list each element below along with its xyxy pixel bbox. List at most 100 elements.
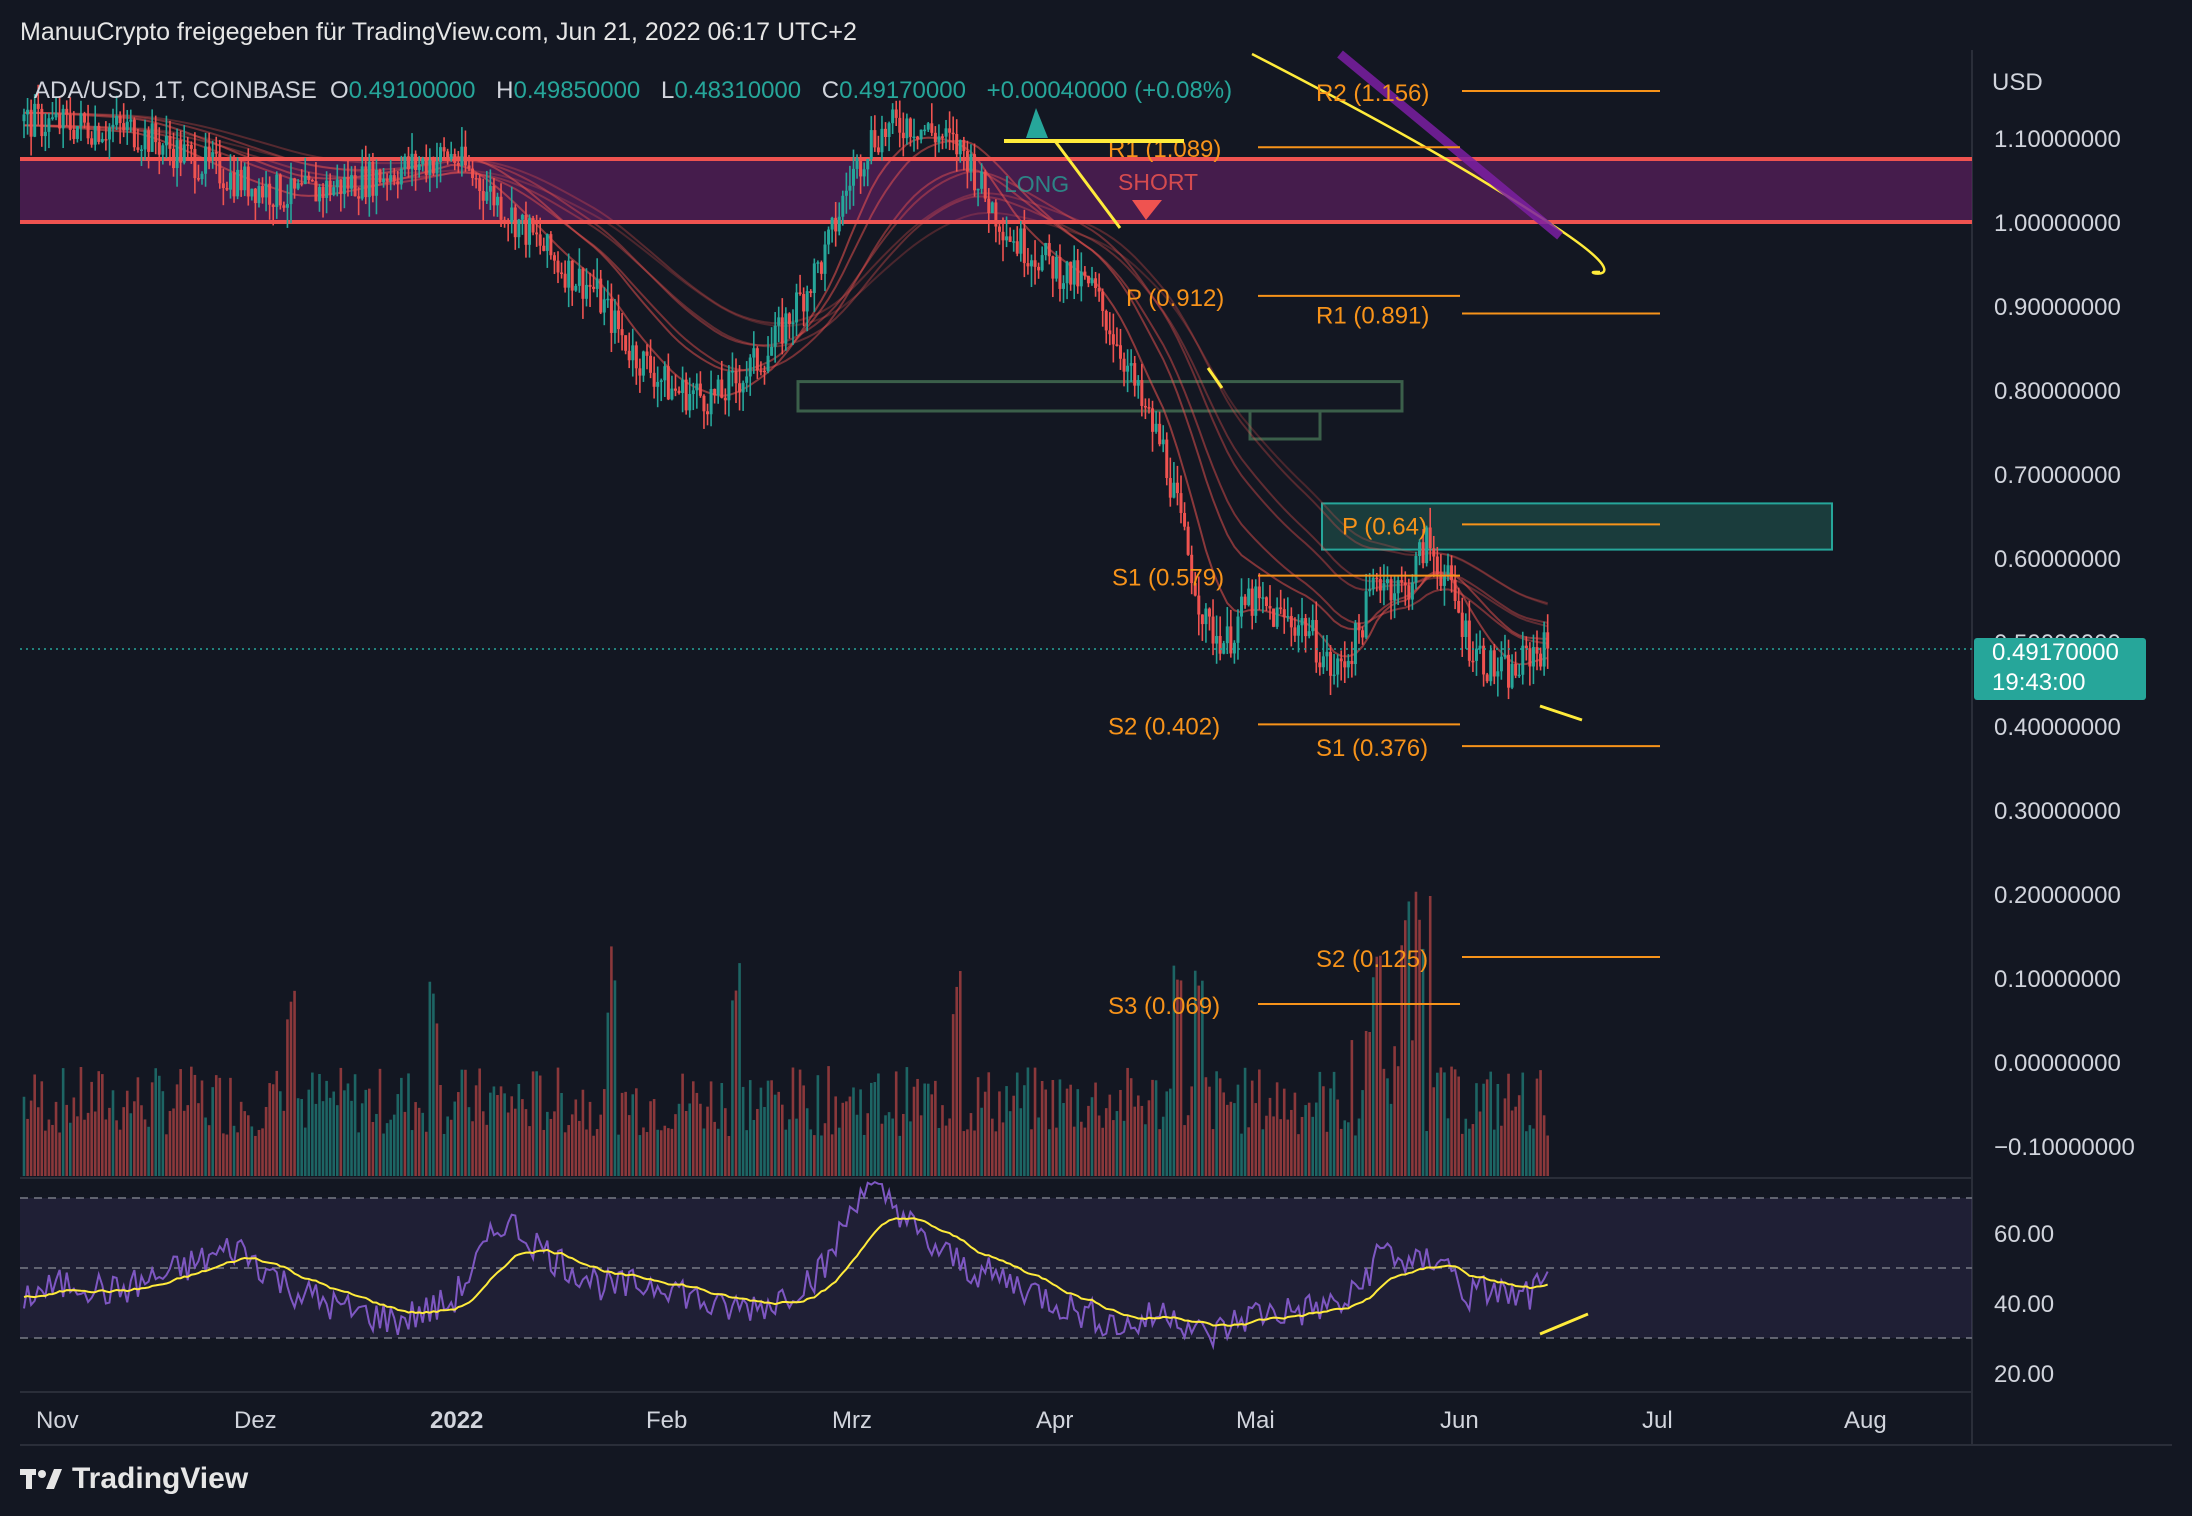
tradingview-wordmark: TradingView	[72, 1462, 249, 1495]
volume-bar	[1347, 1122, 1350, 1176]
candle-body	[955, 134, 959, 155]
candle-body	[382, 178, 386, 183]
candle-body	[542, 245, 546, 251]
candle-body	[1275, 607, 1279, 627]
volume-bar	[1318, 1071, 1322, 1176]
volume-bar	[1478, 1111, 1482, 1176]
volume-bar	[809, 1129, 813, 1176]
range-zone	[1321, 502, 1833, 551]
volume-bar	[1510, 1110, 1514, 1176]
candle-body	[129, 119, 133, 122]
candle-body	[656, 381, 660, 387]
volume-bar	[738, 963, 741, 1176]
volume-bar	[1453, 1069, 1457, 1176]
candle-body	[1118, 345, 1122, 359]
candle-body	[802, 294, 806, 312]
candle-body	[221, 183, 225, 189]
candle-body	[264, 183, 268, 198]
volume-bar	[652, 1099, 656, 1176]
candle-body	[873, 130, 877, 148]
volume-bar	[407, 1073, 410, 1176]
candle-body	[1478, 645, 1482, 649]
candle-body	[65, 108, 69, 115]
candle-body	[869, 130, 873, 160]
candle-body	[713, 388, 717, 396]
volume-bar	[1382, 1068, 1386, 1176]
volume-bar	[1193, 970, 1197, 1176]
volume-bar	[506, 1112, 510, 1176]
volume-bar	[1119, 1089, 1122, 1176]
candle-body	[61, 108, 65, 129]
candle-body	[289, 178, 293, 205]
volume-bar	[745, 1130, 748, 1176]
candle-body	[83, 113, 87, 123]
candle-body	[147, 130, 151, 152]
candle-body	[189, 145, 193, 149]
volume-bar	[535, 1071, 538, 1176]
candle-body	[1264, 597, 1268, 607]
volume-bar	[1233, 1103, 1236, 1176]
candle-body	[1261, 597, 1265, 599]
volume-bar	[250, 1126, 254, 1176]
candle-body	[1111, 334, 1115, 345]
candle-body	[638, 368, 642, 376]
volume-bar	[934, 1080, 937, 1176]
candle-body	[431, 160, 435, 174]
volume-bar	[1225, 1104, 1229, 1176]
candle-body	[1037, 266, 1041, 271]
volume-bar	[531, 1071, 535, 1176]
candle-body	[186, 144, 190, 146]
candle-body	[1054, 256, 1058, 279]
candle-body	[666, 366, 670, 400]
volume-bar	[987, 1072, 991, 1176]
volume-bar	[1015, 1072, 1019, 1176]
candle-body	[1047, 243, 1051, 257]
volume-bar	[424, 1131, 428, 1176]
candle-body	[1272, 608, 1276, 627]
candle-body	[54, 113, 58, 118]
time-axis-label: Mai	[1236, 1407, 1275, 1434]
tradingview-logo[interactable]: TradingView	[20, 1462, 248, 1496]
time-axis-label: Jun	[1440, 1407, 1479, 1434]
short-signal-label: SHORT	[1118, 169, 1198, 195]
candle-body	[624, 335, 628, 351]
volume-bar	[1140, 1105, 1144, 1176]
volume-bar	[877, 1073, 880, 1176]
volume-bar	[321, 1101, 325, 1176]
candle-body	[79, 113, 83, 127]
candle-body	[844, 190, 848, 196]
volume-bar	[457, 1092, 460, 1176]
candle-body	[1151, 408, 1155, 432]
candle-body	[1097, 288, 1101, 292]
volume-bar	[314, 1103, 318, 1176]
candle-body	[271, 204, 275, 207]
candle-body	[86, 122, 90, 139]
volume-bar	[553, 1111, 556, 1176]
volume-bar	[613, 980, 617, 1176]
candle-body	[481, 191, 485, 201]
volume-bar	[1243, 1067, 1247, 1176]
candle-body	[819, 262, 823, 274]
price-axis-label: −0.10000000	[1994, 1134, 2135, 1161]
volume-bar	[770, 1080, 773, 1176]
volume-bar	[360, 1103, 364, 1176]
candle-body	[499, 196, 503, 220]
pivot-label: R2 (1.156)	[1316, 80, 1429, 107]
candle-body	[1510, 663, 1514, 688]
candle-body	[439, 147, 443, 162]
volume-bar	[157, 1075, 161, 1176]
volume-bar	[958, 971, 962, 1176]
candle-body	[75, 126, 79, 139]
volume-bar	[1343, 1120, 1347, 1176]
candle-body	[584, 284, 588, 299]
candle-body	[1133, 363, 1137, 386]
candle-body	[887, 123, 891, 137]
candle-body	[1168, 478, 1172, 498]
volume-bar	[948, 1118, 951, 1176]
volume-bar	[998, 1091, 1001, 1176]
candle-body	[253, 188, 257, 204]
volume-bar	[1468, 1128, 1471, 1176]
candle-body	[250, 188, 254, 197]
volume-bar	[1183, 1125, 1186, 1176]
